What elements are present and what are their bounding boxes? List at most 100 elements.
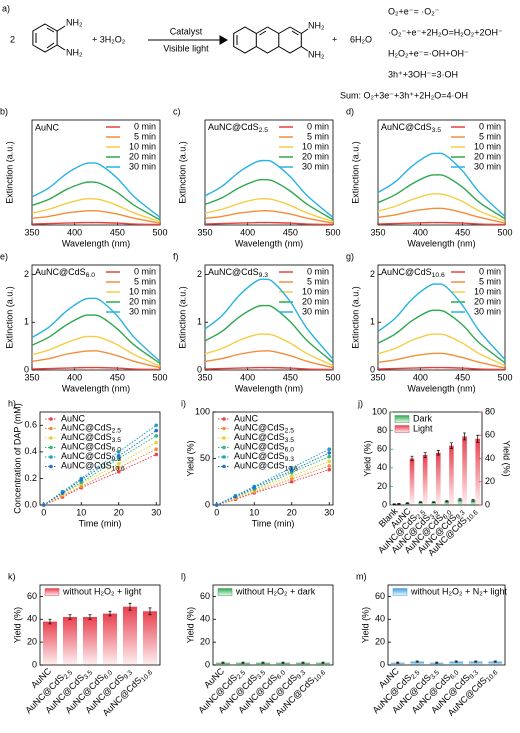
spectrum-line [377, 352, 506, 369]
bar [63, 617, 77, 665]
legend-label: 10 min [474, 141, 501, 151]
legend-label: 10 min [129, 141, 156, 151]
y-tick-label: 0 [24, 364, 29, 374]
bar [390, 662, 405, 665]
error-bar [88, 614, 92, 620]
error-bar [405, 502, 409, 504]
subscript: 9.3 [455, 509, 467, 521]
x-tick-label: 450 [455, 227, 470, 237]
y-axis-label: Extinction (a.u.) [350, 286, 360, 349]
error-bar [281, 661, 285, 664]
spectrum-line [377, 221, 506, 226]
y-tick-label: 60 [375, 591, 385, 601]
subscript: 10.6 [465, 509, 479, 523]
text-main: AuNC@CdS [61, 451, 112, 461]
group-label: NH₂ [308, 49, 325, 59]
subscript: 10.6 [485, 669, 499, 683]
y-tick-label: 0.6 [24, 420, 37, 430]
condition: Visible light [163, 43, 209, 53]
x-tick-label: 500 [152, 372, 167, 382]
plot-frame [204, 119, 334, 226]
error-bar [128, 602, 132, 611]
x-tick-label: 10 [249, 507, 259, 517]
error-bar [474, 660, 478, 663]
data-point [154, 434, 159, 438]
legend-label: 20 min [474, 151, 501, 161]
spectrum-line [204, 221, 334, 226]
legend-swatch [394, 415, 410, 423]
y-axis-label: Extinction (a.u.) [4, 286, 14, 349]
panel-label: a) [2, 3, 10, 13]
plus: + [332, 34, 337, 44]
bar [468, 661, 483, 665]
data-point [233, 494, 238, 499]
data-point [289, 466, 294, 470]
x-tick-label: 20 [114, 507, 124, 517]
panel-label: m) [356, 571, 367, 581]
bar [236, 662, 250, 665]
data-point [116, 466, 121, 470]
x-tick-label: 350 [24, 227, 39, 237]
legend-label: 0 min [479, 266, 501, 276]
legend-marker [49, 464, 53, 469]
error-bar [48, 618, 52, 625]
y-tick-label: 50 [200, 453, 210, 463]
y-tick-label: 1 [197, 317, 202, 327]
x-tick-label: 500 [325, 372, 340, 382]
scheme [32, 23, 309, 54]
y-axis-label: Extinction (a.u.) [177, 141, 187, 204]
spectrum-line [377, 152, 506, 217]
y-axis-label: Extinction (a.u.) [350, 141, 360, 204]
y-tick-label: 40 [27, 614, 37, 624]
fit-line [216, 465, 330, 506]
bar [449, 661, 464, 665]
text-main: AuNC@CdS [381, 267, 432, 277]
error-bar [301, 661, 305, 664]
y-tick-label: 0.0 [24, 499, 37, 509]
spectrum-line [31, 221, 161, 226]
text-main: AuNC@CdS [234, 451, 285, 461]
legend-label: without H₂O₂ + light [62, 586, 142, 596]
spectrum-line [204, 197, 334, 223]
error-bar [148, 607, 152, 616]
data-point [79, 484, 84, 489]
legend-label: 0 min [479, 121, 501, 131]
spectrum-line [377, 309, 506, 364]
chart-title: AuNC@CdS10.6 [381, 267, 445, 278]
legend-label: 30 min [474, 161, 501, 171]
panel-label: f) [173, 251, 179, 261]
legend-label: 0 min [134, 121, 156, 131]
bar [418, 502, 423, 505]
bar [410, 661, 425, 665]
text-main: AuNC@CdS [208, 267, 259, 277]
data-point [154, 423, 159, 428]
error-bar [410, 455, 414, 462]
y-tick-label: 60 [200, 591, 210, 601]
legend-swatch [217, 588, 233, 596]
y-tick-label: 0 [205, 499, 210, 509]
legend-label: AuNC@CdS3.5 [61, 432, 121, 443]
legend-label: AuNC [234, 413, 259, 423]
x-axis-label: Wavelength (nm) [407, 238, 475, 248]
bar [488, 661, 503, 665]
y-tick-label: 0 [370, 364, 375, 374]
legend-label: 30 min [302, 306, 329, 316]
data-point [327, 464, 332, 468]
legend-swatch [44, 588, 60, 596]
spectrum-line [204, 333, 334, 367]
legend-label: AuNC@CdS6.0 [234, 442, 294, 453]
y-axis-label: Yield (%) [360, 607, 370, 643]
water: 6H₂O [350, 34, 372, 44]
panel-label: e) [0, 251, 8, 261]
legend-label: 5 min [479, 131, 501, 141]
subscript: 2.5 [259, 127, 269, 134]
y-axis-label: Yield (%) [185, 440, 195, 476]
subscript: 6.0 [103, 669, 115, 681]
legend-label: AuNC@CdS10.6 [234, 461, 298, 472]
x-axis-label: Time (min) [79, 518, 122, 528]
legend-label: Dark [413, 413, 433, 423]
data-point [327, 451, 332, 455]
plot-frame [204, 264, 334, 371]
subscript: 3.5 [429, 509, 441, 521]
